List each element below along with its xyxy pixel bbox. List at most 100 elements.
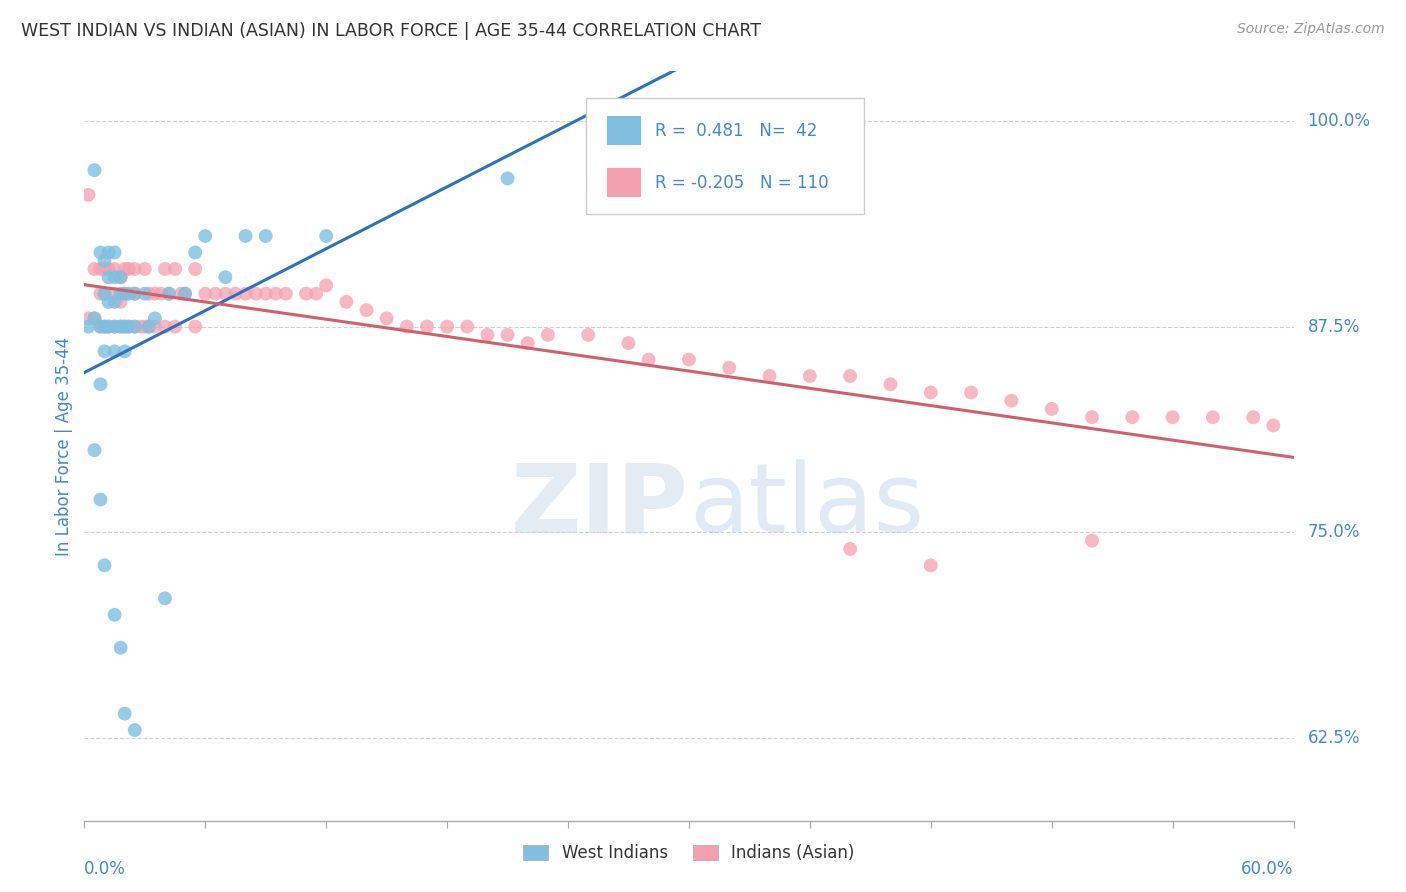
Point — [89, 492, 111, 507]
Point — [93, 253, 115, 268]
Point — [89, 245, 111, 260]
Point — [214, 270, 236, 285]
Point — [194, 229, 217, 244]
Point — [124, 286, 146, 301]
Point — [124, 723, 146, 737]
Point — [225, 286, 247, 301]
Point — [799, 369, 821, 384]
Point — [89, 262, 111, 277]
Point — [97, 319, 120, 334]
Point — [97, 262, 120, 277]
Point — [114, 286, 136, 301]
Point — [920, 558, 942, 573]
Point — [356, 303, 378, 318]
Point — [114, 319, 136, 334]
Point — [93, 319, 115, 334]
Point — [104, 270, 127, 285]
Point — [436, 319, 458, 334]
Point — [77, 319, 100, 334]
Legend: West Indians, Indians (Asian): West Indians, Indians (Asian) — [516, 838, 862, 869]
Point — [839, 541, 862, 556]
Point — [678, 352, 700, 367]
Point — [89, 286, 111, 301]
Point — [496, 327, 519, 342]
Point — [104, 294, 127, 309]
Point — [114, 344, 136, 359]
Point — [110, 286, 132, 301]
Point — [134, 262, 156, 277]
Point — [114, 286, 136, 301]
Point — [165, 262, 187, 277]
Point — [124, 286, 146, 301]
Point — [83, 443, 105, 458]
Point — [395, 319, 418, 334]
Point — [110, 270, 132, 285]
Point — [138, 319, 160, 334]
Point — [114, 262, 136, 277]
Point — [138, 319, 160, 334]
Point — [93, 344, 115, 359]
Point — [83, 311, 105, 326]
FancyBboxPatch shape — [586, 97, 865, 214]
Point — [194, 286, 217, 301]
Point — [1040, 401, 1063, 416]
Point — [114, 319, 136, 334]
Point — [879, 377, 901, 392]
FancyBboxPatch shape — [607, 116, 641, 145]
Point — [1161, 410, 1184, 425]
Point — [165, 319, 187, 334]
Text: 60.0%: 60.0% — [1241, 860, 1294, 878]
Point — [118, 319, 141, 334]
Point — [174, 286, 197, 301]
Point — [184, 262, 207, 277]
Point — [93, 262, 115, 277]
Point — [305, 286, 328, 301]
Point — [1121, 410, 1143, 425]
Point — [718, 360, 741, 375]
Text: 87.5%: 87.5% — [1308, 318, 1360, 335]
Point — [93, 286, 115, 301]
Point — [1263, 418, 1285, 433]
Point — [537, 327, 560, 342]
Point — [118, 319, 141, 334]
Text: Source: ZipAtlas.com: Source: ZipAtlas.com — [1237, 22, 1385, 37]
Point — [758, 369, 780, 384]
Point — [97, 270, 120, 285]
Point — [110, 640, 132, 655]
Text: 75.0%: 75.0% — [1308, 524, 1360, 541]
Point — [157, 286, 180, 301]
Text: 62.5%: 62.5% — [1308, 730, 1360, 747]
Point — [77, 311, 100, 326]
Point — [114, 706, 136, 721]
Point — [184, 245, 207, 260]
Point — [456, 319, 478, 334]
Point — [245, 286, 267, 301]
Point — [576, 327, 599, 342]
Point — [153, 591, 176, 606]
Point — [93, 558, 115, 573]
Point — [83, 311, 105, 326]
Point — [143, 286, 166, 301]
Point — [1241, 410, 1264, 425]
Point — [315, 278, 337, 293]
FancyBboxPatch shape — [607, 169, 641, 197]
Point — [617, 336, 640, 351]
Point — [1081, 533, 1104, 548]
Point — [637, 352, 659, 367]
Point — [93, 319, 115, 334]
Point — [77, 187, 100, 202]
Point — [170, 286, 193, 301]
Point — [97, 294, 120, 309]
Point — [83, 262, 105, 277]
Point — [124, 262, 146, 277]
Point — [174, 286, 197, 301]
Point — [315, 229, 337, 244]
Point — [204, 286, 226, 301]
Point — [104, 262, 127, 277]
Point — [134, 319, 156, 334]
Point — [93, 286, 115, 301]
Point — [134, 286, 156, 301]
Text: 100.0%: 100.0% — [1308, 112, 1371, 129]
Point — [254, 286, 277, 301]
Point — [83, 163, 105, 178]
